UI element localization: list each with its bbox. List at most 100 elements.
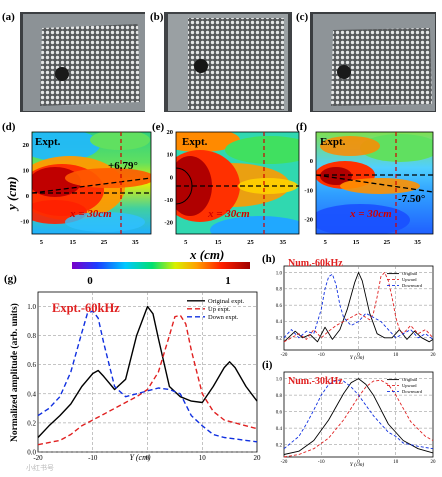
map-f-xtick: 15 xyxy=(353,239,360,246)
map-f-xtick: 25 xyxy=(384,239,391,246)
chart-h-ytick-label: 0.8 xyxy=(276,288,283,293)
map-f-ytick: 0 xyxy=(310,158,313,165)
heatmap-d-frame xyxy=(31,131,152,235)
chart-h-xtick-label: 20 xyxy=(431,353,437,358)
chart-i-xtick-label: 0 xyxy=(357,460,360,465)
chart-g-ytick-label: 0.0 xyxy=(27,448,36,456)
map-e-xtick: 15 xyxy=(215,239,222,246)
chart-g-legend-label: Up expt. xyxy=(208,306,231,313)
chart-h-ytick-label: 0.4 xyxy=(276,320,283,325)
chart-h-legend-label: Original xyxy=(402,271,418,276)
chart-g-xtick-label: -20 xyxy=(33,454,43,462)
chart-h-xlabel: Y (cm) xyxy=(350,354,365,361)
photo-c xyxy=(310,12,436,112)
map-d-xtick: 5 xyxy=(40,239,44,246)
heatmap-f-frame xyxy=(315,131,434,235)
chart-g-xlabel: Y (cm) xyxy=(129,453,150,462)
chart-i-series-2 xyxy=(283,379,434,450)
map-d-xtick: 35 xyxy=(132,239,139,246)
panel-letter-i: (i) xyxy=(262,359,273,371)
chart-g-ytick-label: 0.2 xyxy=(27,419,36,427)
chart-h-ytick-label: 1.0 xyxy=(276,271,283,276)
chart-g-xtick-label: 20 xyxy=(254,454,262,462)
chart-h-xtick-label: 10 xyxy=(393,353,399,358)
map-e-xtick: 5 xyxy=(184,239,188,246)
heatmap-f-beamline xyxy=(315,174,434,193)
map-f-xtick: 5 xyxy=(324,239,328,246)
heatmap-f-tag: Expt. xyxy=(320,136,346,148)
chart-h-tag: Num.-60kHz xyxy=(288,258,343,269)
chart-h-legend-label: Upward xyxy=(402,277,417,282)
chart-i-tag: Num.-30kHz xyxy=(288,376,343,387)
panel-letter-c: (c) xyxy=(296,11,309,23)
chart-i-series-1 xyxy=(283,379,434,458)
chart-g-xtick-label: 0 xyxy=(146,454,150,462)
panel-letter-a: (a) xyxy=(2,11,15,23)
panel-letter-e: (e) xyxy=(152,121,165,133)
chart-g-ytick-label: 0.4 xyxy=(27,390,36,398)
chart-i-ytick-label: 1.0 xyxy=(276,377,283,382)
chart-i-ytick-label: 0.8 xyxy=(276,394,283,399)
map-e-ytick: 20 xyxy=(167,129,174,136)
chart-i-xtick-label: 20 xyxy=(431,460,437,465)
chart-h-ytick-label: 0.2 xyxy=(276,337,283,342)
chart-i-xtick-label: -20 xyxy=(281,460,288,465)
colorbar-max-label: 1 xyxy=(225,275,231,287)
map-e-ytick: 0 xyxy=(170,174,173,181)
map-f-ytick: -10 xyxy=(304,187,313,194)
chart-g-xtick-label: -10 xyxy=(88,454,98,462)
chart-i-ytick-label: 0.4 xyxy=(276,427,283,432)
chart-g-ytick-label: 1.0 xyxy=(27,303,36,311)
map-e-ytick: 10 xyxy=(167,152,174,159)
map-f-ytick: -20 xyxy=(304,216,313,223)
heatmap-e-tag: Expt. xyxy=(182,136,208,148)
chart-h-xtick-label: -10 xyxy=(318,353,325,358)
panel-letter-d: (d) xyxy=(2,121,16,133)
map-e-ytick: -10 xyxy=(164,197,173,204)
heatmap-d-xline-label: x = 30cm xyxy=(69,208,112,220)
chart-g-series-2 xyxy=(37,310,258,443)
watermark: 小红书号 xyxy=(26,463,54,472)
chart-h-series-0 xyxy=(283,272,434,343)
chart-i-ytick-label: 0.2 xyxy=(276,443,283,448)
colorbar xyxy=(72,262,250,269)
chart-g-ylabel: Normalized amplitude (arb. units) xyxy=(9,303,20,442)
chart-i-xtick-label: 10 xyxy=(393,460,399,465)
chart-i-series-0 xyxy=(283,378,434,455)
map-f-xtick: 35 xyxy=(414,239,421,246)
chart-i-legend-label: Original xyxy=(402,377,418,382)
chart-i-ytick-label: 0.6 xyxy=(276,410,283,415)
heatmap-f-xline-label: x = 30cm xyxy=(349,208,392,220)
chart-h-series-2 xyxy=(283,273,434,340)
chart-g-ytick-label: 0.6 xyxy=(27,361,36,369)
chart-i-legend-label: Downward xyxy=(402,389,423,394)
panel-letter-f: (f) xyxy=(296,121,307,133)
chart-g-legend-label: Original expt. xyxy=(208,298,244,305)
chart-i-xtick-label: -10 xyxy=(318,460,325,465)
heatmap-d-tag: Expt. xyxy=(35,136,61,148)
chart-g-series-1 xyxy=(37,314,258,446)
chart-h: -20 -10 0 10 20 0.2 0.4 0.6 0.8 1.0 OriginalUpward… xyxy=(276,265,437,358)
chart-h-ytick-label: 0.6 xyxy=(276,304,283,309)
maps-ylabel: y (cm) xyxy=(4,176,19,212)
map-d-xtick: 25 xyxy=(101,239,108,246)
chart-i-xlabel: Y (cm) xyxy=(350,461,365,468)
heatmap-e-xline-label: x = 30cm xyxy=(207,208,250,220)
map-d-xtick: 15 xyxy=(69,239,76,246)
heatmap-f-angle: -7.50° xyxy=(398,193,425,205)
map-d-ytick: 20 xyxy=(23,142,30,149)
chart-g-tag: Expt.-60kHz xyxy=(52,301,120,315)
panel-letter-b: (b) xyxy=(150,11,164,23)
colorbar-min-label: 0 xyxy=(87,275,93,287)
chart-g-legend-label: Down expt. xyxy=(208,314,239,321)
chart-g-series-0 xyxy=(37,305,258,438)
chart-g-ytick-label: 0.8 xyxy=(27,332,36,340)
maps-tick-labels: 5 15 25 35 20 10 0 -10 5 15 25 35 20 10 0 -10 -20 5 15 25 35… xyxy=(20,129,421,246)
heatmap-d-angle: +6.79° xyxy=(108,160,138,172)
map-d-ytick: -10 xyxy=(20,218,29,225)
maps-xlabel: x (cm) xyxy=(189,247,224,262)
chart-g-xtick-label: 10 xyxy=(199,454,207,462)
heatmap-d xyxy=(32,132,151,234)
